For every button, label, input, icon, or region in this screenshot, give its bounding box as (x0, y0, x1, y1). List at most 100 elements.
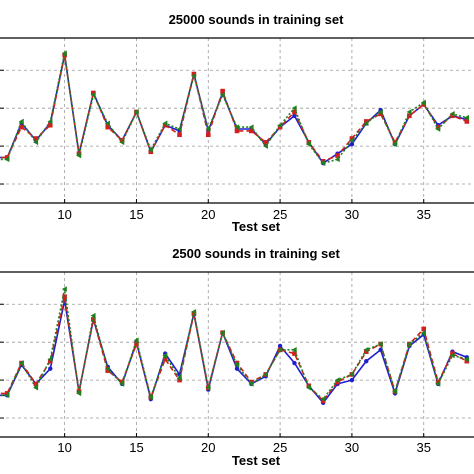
series-2-point (349, 137, 355, 144)
series-1-point (162, 356, 168, 362)
series-2-point (133, 109, 139, 115)
series-2-point (306, 384, 312, 391)
series-2-line (0, 53, 468, 165)
series-2-point (392, 388, 398, 395)
series-1-point (320, 398, 326, 404)
series-2-point (377, 109, 383, 115)
x-tick-label: 30 (345, 207, 359, 222)
x-tick-label: 25 (273, 207, 287, 222)
series-1-point (450, 113, 455, 119)
series-2-point (392, 141, 398, 148)
series-2-point (277, 122, 283, 129)
series-2-point (334, 377, 340, 383)
series-2-point (18, 118, 24, 125)
series-2-point (76, 152, 82, 159)
series-2-point (435, 381, 441, 387)
series-2-point (363, 120, 369, 127)
series-2-point (234, 124, 240, 130)
x-tick-label: 35 (416, 440, 430, 455)
series-2-point (90, 312, 96, 319)
series-0-point (349, 142, 355, 147)
series-0-point (364, 358, 369, 364)
series-1-point (435, 124, 441, 130)
series-2-point (464, 114, 470, 121)
series-2-point (61, 50, 67, 56)
series-2-point (176, 375, 182, 382)
series-1-point (464, 358, 470, 364)
series-1-point (148, 149, 154, 155)
series-2-point (133, 337, 139, 344)
x-tick-label: 20 (201, 207, 215, 222)
series-1-point (292, 109, 297, 115)
x-axis-label: Test set (232, 219, 281, 234)
series-2-point (119, 139, 125, 146)
series-2-point (148, 394, 154, 400)
series-1-point (47, 358, 53, 364)
series-2-point (90, 92, 96, 98)
series-1-point (292, 351, 297, 356)
series-1-point (62, 294, 67, 299)
series-1-point (249, 379, 254, 385)
series-2-point (191, 73, 197, 79)
series-2-point (349, 371, 355, 378)
series-1-point (335, 379, 340, 385)
series-2-point (277, 346, 283, 353)
series-1-point (162, 122, 168, 128)
series-1-point (263, 140, 269, 145)
series-2-point (306, 141, 312, 148)
series-2-point (33, 384, 39, 391)
x-tick-label: 20 (201, 440, 215, 455)
series-1-point (407, 113, 412, 119)
series-1-point (177, 132, 182, 138)
series-1-point (119, 138, 125, 143)
series-0-line (0, 54, 468, 165)
series-2-point (191, 309, 197, 315)
series-2-line (0, 288, 468, 401)
series-1-point (19, 124, 24, 130)
series-0-point (292, 360, 297, 366)
series-1-point (421, 102, 427, 107)
series-2-point (291, 346, 297, 353)
series-0-line (0, 300, 468, 405)
series-2-point (205, 384, 211, 391)
series-2-point (219, 92, 225, 98)
series-1-point (234, 128, 240, 134)
series-2-point (420, 329, 426, 336)
x-axis-label: Test set (232, 453, 281, 468)
chart-25000-sounds: 25000 sounds in training set 10 15 20 25 30 35… (0, 12, 474, 234)
series-1-point (277, 124, 283, 130)
series-2-point (33, 139, 39, 146)
series-2-point (420, 99, 426, 106)
series-2-point (4, 156, 10, 163)
series-2-point (176, 126, 182, 132)
series-1-point (119, 379, 125, 385)
series-1-point (91, 90, 96, 96)
series-1-point (249, 128, 254, 134)
series-2-point (248, 381, 254, 387)
series-1-point (33, 136, 39, 141)
series-1-point (320, 158, 326, 164)
series-2-point (363, 346, 369, 353)
series-2-point (76, 390, 82, 397)
x-tick-label: 15 (129, 207, 143, 222)
chart-2500-sounds: 2500 sounds in training set 10 15 20 25 30 35 T… (0, 246, 474, 468)
series-2-point (4, 392, 10, 399)
series-2-point (435, 126, 441, 132)
series-1-point (205, 132, 211, 138)
series-1-point (335, 153, 340, 158)
series-2-point (162, 352, 168, 359)
series-1-point (220, 88, 225, 94)
series-2-point (464, 356, 470, 363)
series-2-point (320, 160, 326, 166)
series-1-point (191, 71, 197, 77)
series-1-point (177, 377, 182, 383)
series-0-point (349, 377, 355, 383)
series-1-point (134, 341, 139, 347)
series-2-point (248, 124, 254, 130)
series-2-point (104, 365, 110, 372)
x-tick-label: 15 (129, 440, 143, 455)
series-1-point (363, 119, 369, 124)
series-1-point (464, 119, 470, 124)
series-1-point (47, 122, 53, 128)
